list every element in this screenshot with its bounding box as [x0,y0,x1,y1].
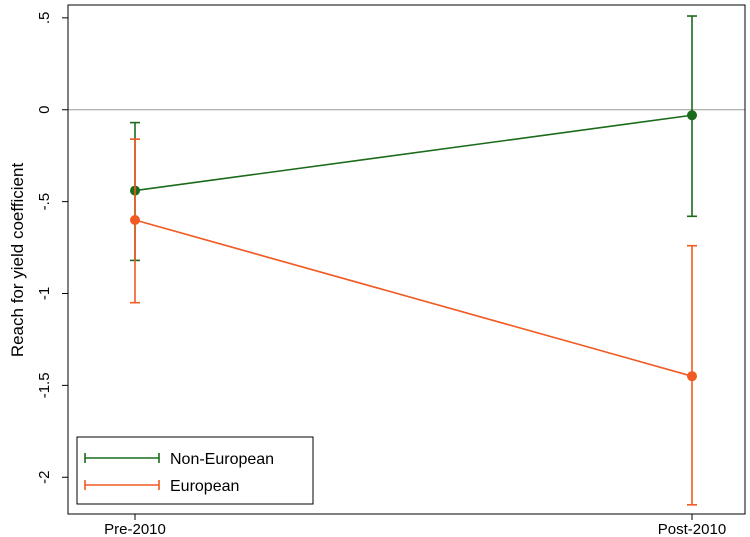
legend-box [76,436,314,505]
y-tick-label: 0 [36,106,53,114]
series-european [130,138,697,506]
series-line [134,219,693,377]
x-tick-label: Pre-2010 [104,521,166,537]
legend-label: Non-European [170,451,274,468]
y-axis-title: Reach for yield coefficient [8,163,27,358]
data-point [687,371,697,382]
plot-area [68,15,745,506]
x-axis: Pre-2010 Post-2010 [104,514,726,537]
data-point [687,110,697,121]
series-line [134,114,693,192]
x-tick-label: Post-2010 [658,521,726,537]
legend-label: European [170,478,239,495]
y-tick-label: -2 [36,471,53,484]
y-tick-label: -1.5 [36,372,53,398]
y-axis: -2 -1.5 -1 -.5 0 .5 [36,12,68,484]
y-tick-label: -.5 [36,193,53,211]
y-tick-label: -1 [36,287,53,300]
data-point [130,214,140,225]
legend: Non-European European [76,436,314,505]
plot-frame [67,4,746,515]
y-tick-label: .5 [36,12,53,25]
